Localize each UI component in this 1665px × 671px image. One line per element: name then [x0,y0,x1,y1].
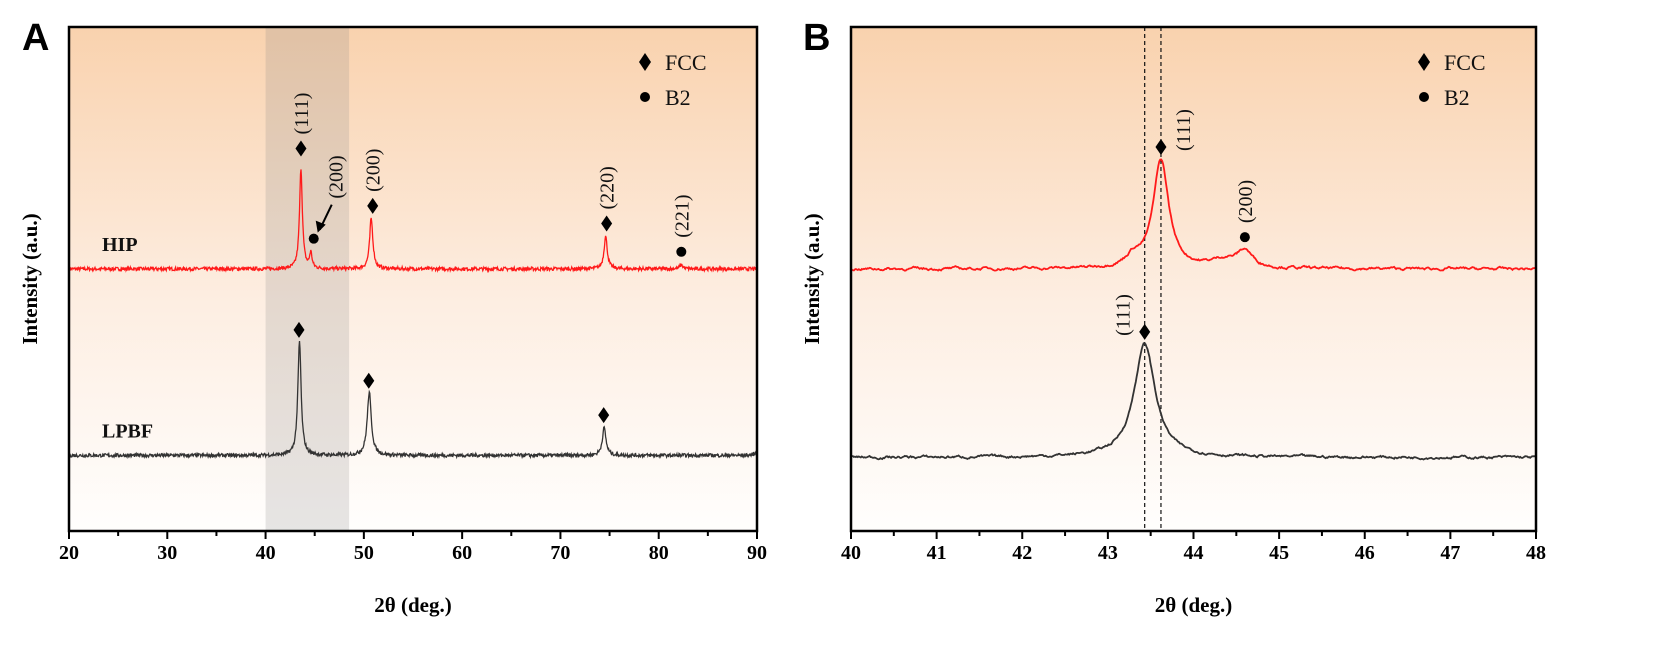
plot-background [69,27,757,531]
fcc-diamond-marker [293,321,305,338]
x-tick-label: 70 [550,542,570,564]
x-axis-title: 2θ (deg.) [374,593,451,617]
series-line-lpbf [68,340,758,460]
x-tick-label: 44 [1184,542,1204,564]
fcc-diamond-marker [295,140,307,157]
x-tick-label: 47 [1440,542,1460,564]
y-axis-title: Intensity (a.u.) [18,213,42,344]
y-axis-title: Intensity (a.u.) [800,213,824,344]
panel-letter: A [22,17,49,59]
legend-label: FCC [1444,50,1486,75]
x-tick-label: 90 [747,542,767,564]
x-tick-label: 42 [1012,542,1032,564]
legend-diamond-icon [1418,53,1430,71]
fcc-diamond-marker [1139,323,1151,340]
peak-label: (111) [291,93,313,135]
panel-letter: B [803,17,830,59]
peak-label: (221) [671,194,693,237]
x-axis-title: 2θ (deg.) [1155,593,1232,617]
fcc-diamond-marker [367,197,379,214]
fcc-diamond-marker [598,407,610,424]
peak-label: (220) [597,166,619,209]
x-tick-label: 60 [452,542,472,564]
series-line-hip [68,169,758,274]
x-tick-label: 46 [1355,542,1375,564]
x-tick-label: 48 [1526,542,1546,564]
fcc-diamond-marker [1155,138,1167,155]
highlight-band [265,27,350,531]
x-tick-label: 20 [59,542,79,564]
series-line-hip [850,158,1537,272]
panel-a: HIP LPBF (111) (200) (200) (220) (221) 20 30 40 50… [18,17,767,617]
panel-b: (111) (200) (111) 40 41 42 43 44 45 46 47 48 2θ (deg… [800,17,1546,617]
series-line-lpbf [850,342,1537,461]
x-tick-label: 41 [927,542,947,564]
x-tick-label: 40 [256,542,276,564]
arrow-head-icon [315,220,326,233]
b2-circle-marker [676,246,687,257]
b2-circle-marker [308,233,319,244]
x-tick-label: 45 [1269,542,1289,564]
fcc-diamond-marker [363,372,375,389]
legend-diamond-icon [639,53,651,71]
series-label-lpbf: LPBF [102,420,153,442]
peak-label: (111) [1173,109,1195,151]
legend-circle-icon [1419,92,1429,102]
peak-label: (111) [1113,294,1135,336]
fcc-diamond-marker [601,215,613,232]
legend-label: B2 [665,85,691,110]
legend-circle-icon [640,92,650,102]
peak-label: (200) [326,155,348,198]
x-tick-label: 50 [354,542,374,564]
b2-circle-marker [1239,232,1250,243]
peak-label: (200) [363,149,385,192]
x-tick-label: 80 [649,542,669,564]
x-tick-label: 40 [841,542,861,564]
peak-label: (200) [1235,180,1257,223]
series-label-hip: HIP [102,234,138,256]
x-tick-label: 30 [157,542,177,564]
plot-background [851,27,1536,531]
legend-label: FCC [665,50,707,75]
legend-label: B2 [1444,85,1470,110]
x-tick-label: 43 [1098,542,1118,564]
